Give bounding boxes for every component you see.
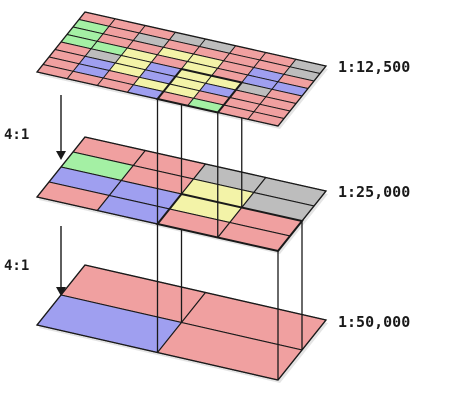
grid-layer-1-50000	[35, 264, 328, 381]
grid-layer-1-25000	[35, 136, 328, 253]
ratio-label-lower: 4:1	[4, 258, 30, 274]
arrow-down-icon	[56, 151, 66, 160]
arrow-down-icon	[56, 287, 66, 296]
scale-label-top: 1:12,500	[338, 58, 411, 76]
layer-border	[35, 11, 328, 127]
downsample-arrows	[56, 95, 66, 296]
ratio-label-upper: 4:1	[4, 127, 30, 143]
grid-layer-1-12500	[35, 11, 328, 127]
selected-block-outline	[155, 67, 244, 114]
scale-label-middle: 1:25,000	[338, 183, 411, 201]
scale-label-bottom: 1:50,000	[338, 313, 411, 331]
selected-block-outline	[155, 192, 304, 253]
